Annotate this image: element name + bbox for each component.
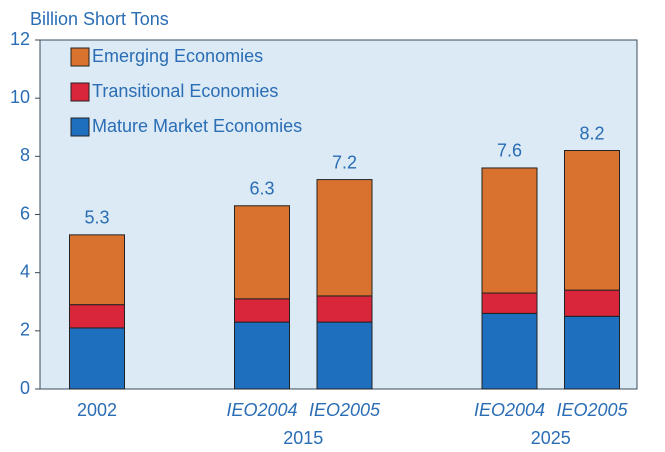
bar-segment xyxy=(316,321,373,390)
x-tick-label: IEO2005 xyxy=(309,400,381,420)
bar-segment xyxy=(316,295,373,323)
y-tick-label: 0 xyxy=(20,378,30,398)
legend-swatch xyxy=(70,82,90,102)
legend-label: Mature Market Economies xyxy=(92,116,302,136)
y-tick-label: 8 xyxy=(20,145,30,165)
total-label: 7.6 xyxy=(497,141,522,161)
bar-segment xyxy=(69,234,125,306)
x-tick-label: IEO2004 xyxy=(474,400,545,420)
total-label: 6.3 xyxy=(249,179,274,199)
x-tick-label: IEO2005 xyxy=(556,400,628,420)
bar-segment xyxy=(481,292,538,314)
bar-segment xyxy=(69,327,125,390)
legend-label: Emerging Economies xyxy=(92,46,263,66)
bar-segment xyxy=(234,321,290,390)
bar-segment xyxy=(564,289,620,317)
bar-segment xyxy=(481,312,538,390)
bar-segment xyxy=(564,150,620,291)
bar-segment xyxy=(234,298,290,323)
bar-segment xyxy=(234,205,290,300)
y-tick-label: 4 xyxy=(20,261,30,281)
y-tick-label: 6 xyxy=(20,203,30,223)
group-label: 2015 xyxy=(283,428,323,448)
x-tick-label: IEO2004 xyxy=(226,400,297,420)
legend-label: Transitional Economies xyxy=(92,81,278,101)
bar-segment xyxy=(481,167,538,294)
total-label: 7.2 xyxy=(332,152,357,172)
group-label: 2025 xyxy=(531,428,571,448)
y-tick-label: 10 xyxy=(10,87,30,107)
legend-swatch xyxy=(70,117,90,137)
legend-swatch xyxy=(70,47,90,67)
bar-segment xyxy=(69,304,125,329)
bar-segment xyxy=(564,315,620,390)
total-label: 5.3 xyxy=(84,208,109,228)
x-tick-label: 2002 xyxy=(77,400,117,420)
y-tick-label: 2 xyxy=(20,320,30,340)
y-axis-label: Billion Short Tons xyxy=(30,9,169,29)
total-label: 8.2 xyxy=(579,123,604,143)
bar-segment xyxy=(316,179,373,297)
y-tick-label: 12 xyxy=(10,29,30,49)
